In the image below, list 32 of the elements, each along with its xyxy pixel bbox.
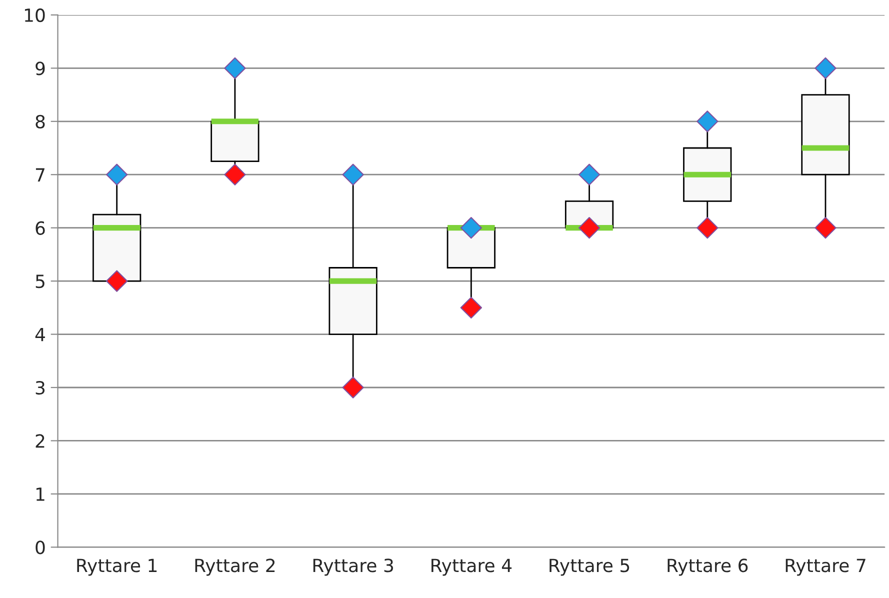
point <box>342 376 364 398</box>
point <box>224 164 246 186</box>
point <box>106 270 128 292</box>
point <box>578 164 600 186</box>
y-tick-label: 3 <box>36 380 45 395</box>
y-tick-label: 5 <box>36 274 44 288</box>
point <box>696 110 718 132</box>
point <box>696 216 718 239</box>
x-tick-label: Ryttare 1 <box>77 558 157 576</box>
y-tick-label: 6 <box>36 221 45 235</box>
x-tick-label: Ryttare 5 <box>550 558 630 576</box>
y-tick-label: 4 <box>35 328 45 342</box>
x-tick-label: Ryttare 2 <box>195 558 275 576</box>
point <box>460 296 482 319</box>
y-tick-label: 9 <box>36 62 45 76</box>
point <box>814 57 836 80</box>
point <box>106 164 128 186</box>
y-tick-label: 1 <box>36 488 44 501</box>
y-tick-label: 8 <box>36 114 45 129</box>
x-tick-label: Ryttare 7 <box>786 558 866 576</box>
x-tick-label: Ryttare 3 <box>313 558 394 576</box>
x-tick-label: Ryttare 6 <box>668 558 748 576</box>
point <box>814 216 836 239</box>
point <box>342 164 364 186</box>
point <box>460 216 482 239</box>
y-tick-label: 2 <box>36 434 44 448</box>
y-tick-label: 0 <box>36 540 45 554</box>
x-tick-label: Ryttare 4 <box>432 558 512 576</box>
point <box>578 216 600 239</box>
point <box>224 57 246 80</box>
y-tick-label: 7 <box>36 168 44 182</box>
y-tick-label: 10 <box>24 8 45 22</box>
